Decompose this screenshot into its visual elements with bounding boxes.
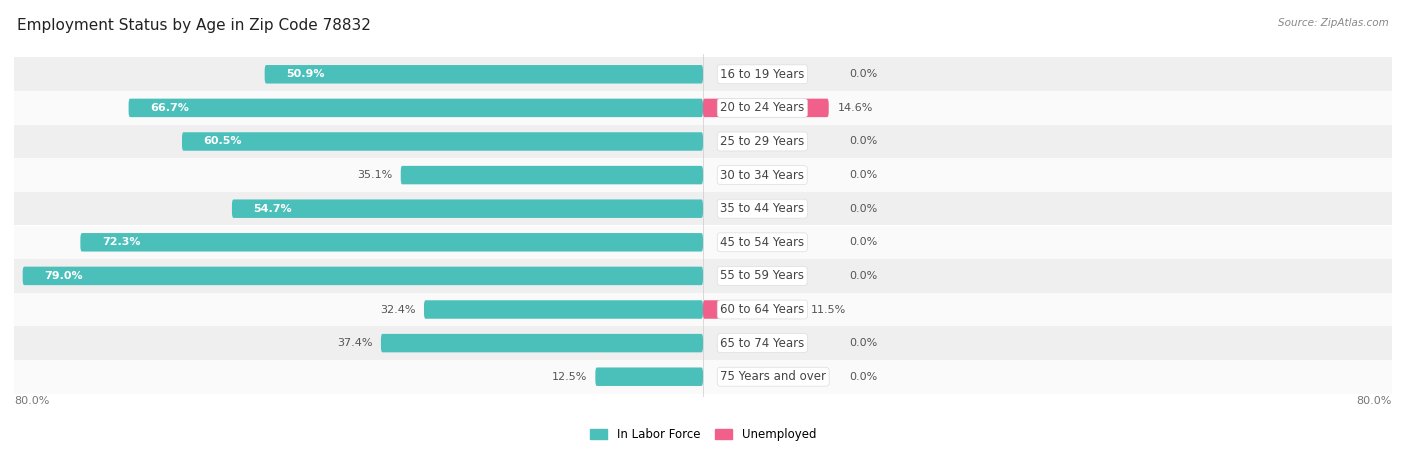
FancyBboxPatch shape (181, 132, 703, 151)
Text: 60.5%: 60.5% (204, 137, 242, 147)
Bar (14, 293, 1392, 327)
Text: 0.0%: 0.0% (849, 69, 877, 79)
Bar (14, 259, 1392, 293)
FancyBboxPatch shape (381, 334, 703, 352)
Text: 72.3%: 72.3% (101, 237, 141, 247)
Text: 37.4%: 37.4% (337, 338, 373, 348)
Bar (14, 124, 1392, 158)
Text: 80.0%: 80.0% (14, 396, 49, 406)
Bar (14, 158, 1392, 192)
Bar (14, 192, 1392, 226)
Text: 30 to 34 Years: 30 to 34 Years (720, 169, 804, 182)
Text: 0.0%: 0.0% (849, 237, 877, 247)
Text: 16 to 19 Years: 16 to 19 Years (720, 68, 804, 81)
Text: 45 to 54 Years: 45 to 54 Years (720, 236, 804, 249)
Bar (14, 226, 1392, 259)
Text: 35.1%: 35.1% (357, 170, 392, 180)
Text: 0.0%: 0.0% (849, 372, 877, 382)
Text: 25 to 29 Years: 25 to 29 Years (720, 135, 804, 148)
Text: 0.0%: 0.0% (849, 170, 877, 180)
Text: 55 to 59 Years: 55 to 59 Years (720, 269, 804, 282)
Text: 0.0%: 0.0% (849, 271, 877, 281)
Bar (14, 57, 1392, 91)
Text: Employment Status by Age in Zip Code 78832: Employment Status by Age in Zip Code 788… (17, 18, 371, 33)
FancyBboxPatch shape (80, 233, 703, 252)
Text: Source: ZipAtlas.com: Source: ZipAtlas.com (1278, 18, 1389, 28)
FancyBboxPatch shape (264, 65, 703, 83)
Text: 50.9%: 50.9% (287, 69, 325, 79)
FancyBboxPatch shape (425, 300, 703, 319)
Text: 79.0%: 79.0% (44, 271, 83, 281)
FancyBboxPatch shape (232, 199, 703, 218)
Text: 0.0%: 0.0% (849, 137, 877, 147)
Text: 12.5%: 12.5% (551, 372, 586, 382)
Text: 60 to 64 Years: 60 to 64 Years (720, 303, 804, 316)
FancyBboxPatch shape (128, 99, 703, 117)
Bar (14, 327, 1392, 360)
Text: 14.6%: 14.6% (838, 103, 873, 113)
Text: 75 Years and over: 75 Years and over (720, 370, 827, 383)
Bar (14, 91, 1392, 124)
Text: 80.0%: 80.0% (1357, 396, 1392, 406)
Text: 20 to 24 Years: 20 to 24 Years (720, 101, 804, 115)
Text: 0.0%: 0.0% (849, 338, 877, 348)
FancyBboxPatch shape (22, 267, 703, 285)
Legend: In Labor Force, Unemployed: In Labor Force, Unemployed (585, 423, 821, 446)
Text: 54.7%: 54.7% (253, 204, 292, 214)
FancyBboxPatch shape (703, 300, 801, 319)
Text: 66.7%: 66.7% (150, 103, 188, 113)
Bar (14, 360, 1392, 394)
Text: 11.5%: 11.5% (811, 304, 846, 314)
Text: 32.4%: 32.4% (380, 304, 415, 314)
Text: 35 to 44 Years: 35 to 44 Years (720, 202, 804, 215)
Text: 0.0%: 0.0% (849, 204, 877, 214)
Text: 65 to 74 Years: 65 to 74 Years (720, 336, 804, 350)
FancyBboxPatch shape (595, 368, 703, 386)
FancyBboxPatch shape (401, 166, 703, 184)
FancyBboxPatch shape (703, 99, 828, 117)
